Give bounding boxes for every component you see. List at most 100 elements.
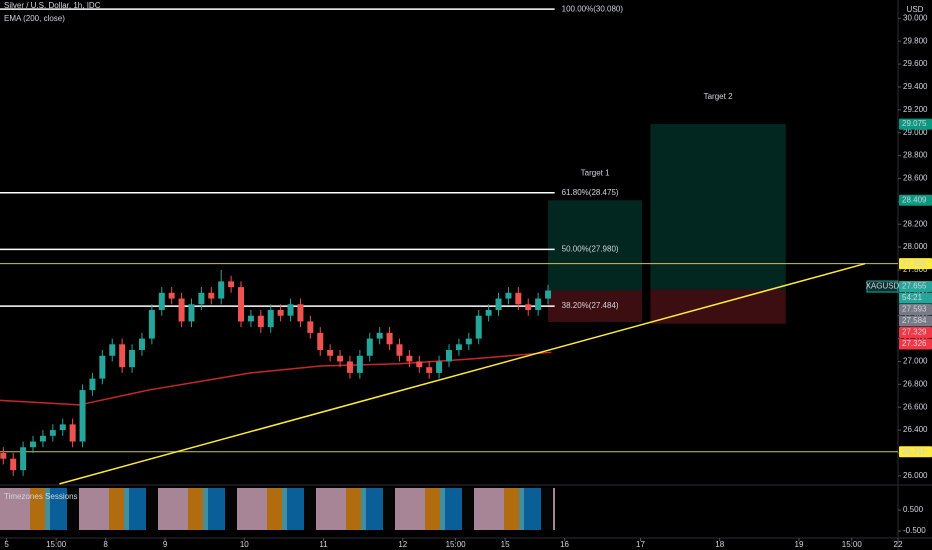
candle-body [99, 355, 106, 379]
candle-body [346, 361, 353, 373]
x-tick-label: 8 [103, 540, 108, 549]
x-tick-label: 16 [560, 540, 569, 549]
price-tag [899, 281, 932, 293]
candle-body [129, 350, 136, 368]
target-label: Target 2 [704, 92, 733, 101]
candle-body [228, 281, 235, 288]
candle-body [20, 447, 27, 471]
candle-body [356, 355, 363, 373]
candle-body [188, 304, 195, 322]
candle-body [168, 292, 175, 299]
candle-body [277, 309, 284, 316]
y-tick-label: 28.600 [903, 174, 928, 183]
y-tick-label: 27.000 [903, 357, 928, 366]
candle-body [327, 350, 334, 356]
fib-label: 50.00%(27.980) [562, 244, 619, 253]
candle-body [406, 355, 413, 362]
candle-body [148, 309, 155, 339]
x-tick-label: 17 [636, 540, 645, 549]
x-tick-label: 22 [894, 540, 903, 549]
y-tick-label: 30.000 [903, 13, 928, 22]
session-stripes [0, 488, 555, 530]
candle-body [39, 435, 46, 442]
candle-body [495, 298, 502, 310]
y-tick-label: 26.000 [903, 471, 928, 480]
countdown-tag [899, 292, 932, 304]
fib-label: 100.00%(30.080) [562, 4, 624, 13]
stop-zone [650, 289, 786, 324]
candle-body [59, 424, 66, 431]
price-tag [899, 446, 932, 458]
price-tag-label: 27.326 [902, 339, 927, 348]
target-label: Target 1 [581, 168, 610, 177]
x-tick-label: 18 [715, 540, 724, 549]
x-tick-label: 5 [4, 540, 9, 549]
candle-body [485, 309, 492, 316]
countdown-label: 54:21 [902, 293, 923, 302]
x-tick-label: 10 [240, 540, 249, 549]
price-tag-label: 29.075 [902, 119, 927, 128]
candle-body [198, 292, 205, 305]
y-tick-label: 29.800 [903, 36, 928, 45]
ema-line [0, 351, 552, 406]
y-tick-label: 28.200 [903, 219, 928, 228]
y-tick-label: 28.800 [903, 151, 928, 160]
x-tick-label: 15:00 [446, 540, 467, 549]
symbol-tag-label: XAGUSD [866, 282, 900, 291]
candle-body [535, 298, 542, 310]
candle-body [465, 338, 472, 345]
x-tick-label: 11 [319, 540, 328, 549]
candle-body [178, 298, 185, 322]
candle-body [79, 390, 86, 442]
price-tag [899, 338, 932, 350]
candle-body [138, 338, 145, 351]
candle-body [10, 458, 17, 471]
candle-body [545, 290, 552, 299]
indicator-label: Timezones Sessions [4, 492, 78, 501]
candle-body [525, 304, 532, 310]
candle-body [257, 315, 264, 328]
target-zone [650, 124, 786, 290]
y-tick-label: 28.000 [903, 242, 928, 251]
target-zone [548, 200, 643, 291]
candle-body [475, 315, 482, 339]
candle-body [69, 424, 76, 442]
y-tick-label: 29.600 [903, 59, 928, 68]
y-tick-label: 27.600 [903, 288, 928, 297]
x-tick-label: 15:00 [842, 540, 863, 549]
y-tick-label: 29.400 [903, 82, 928, 91]
y-tick-label: 27.400 [903, 311, 928, 320]
candle-body [455, 344, 462, 351]
candle-body [158, 292, 165, 310]
candle-body [247, 315, 254, 322]
candle-body [287, 304, 294, 316]
candle-body [297, 304, 304, 322]
fib-label: 61.80%(28.475) [562, 188, 619, 197]
x-tick-label: 15 [501, 540, 510, 549]
indicator-y-tick-label: -0.500 [903, 526, 926, 535]
trendline [59, 262, 866, 485]
chart-title: Silver / U.S. Dollar, 1h, IDC [4, 1, 101, 10]
stop-zone [548, 290, 643, 322]
candle-body [366, 338, 373, 356]
y-tick-label: 26.800 [903, 379, 928, 388]
candle-body [386, 332, 393, 345]
candle-body [505, 292, 512, 299]
indicator-y-tick-label: 0.500 [903, 505, 924, 514]
price-tag [899, 118, 932, 130]
price-tag [899, 327, 932, 339]
candle-body [436, 361, 443, 373]
price-tag [899, 258, 932, 270]
x-tick-label: 9 [163, 540, 168, 549]
candle-body [376, 332, 383, 339]
candle-body [218, 281, 225, 299]
x-tick-label: 15:00 [46, 540, 67, 549]
price-tag-label: 27.584 [902, 316, 927, 325]
candle-body [89, 378, 96, 391]
price-tag-label: 28.409 [902, 195, 927, 204]
y-tick-label: 27.200 [903, 334, 928, 343]
candle-body [109, 344, 116, 356]
currency-label: USD [907, 5, 924, 14]
